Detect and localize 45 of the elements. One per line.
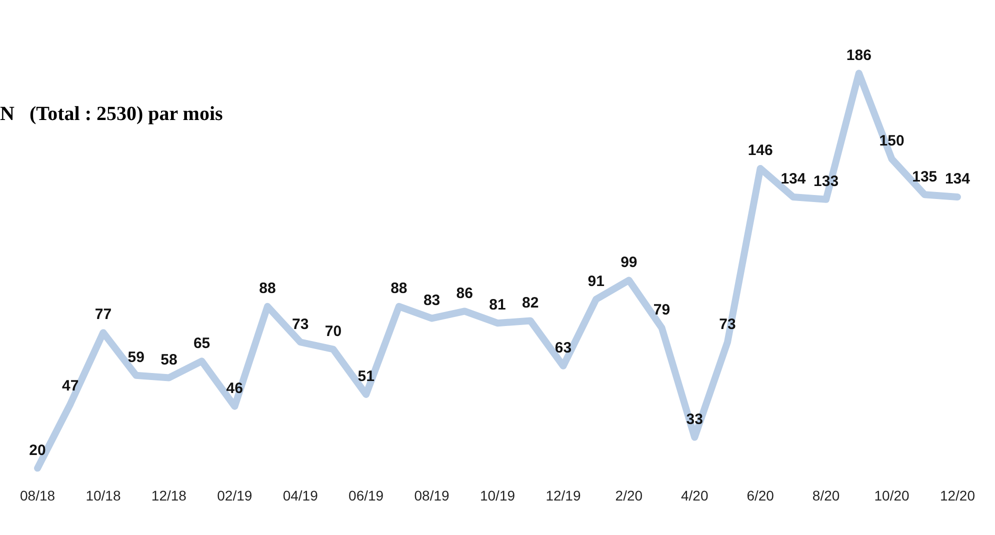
data-label: 83 bbox=[423, 292, 440, 309]
data-label: 86 bbox=[456, 284, 473, 302]
data-label: 79 bbox=[653, 301, 670, 318]
data-label: 133 bbox=[814, 173, 839, 190]
x-tick-label: 8/20 bbox=[812, 487, 840, 504]
data-label: 51 bbox=[358, 368, 374, 386]
data-label: 150 bbox=[879, 132, 904, 150]
data-label: 146 bbox=[748, 142, 773, 160]
data-label: 73 bbox=[719, 316, 736, 333]
data-label: 20 bbox=[29, 442, 46, 459]
data-label: 135 bbox=[912, 168, 938, 186]
x-tick-label: 06/19 bbox=[348, 487, 384, 504]
x-tick-label: 12/19 bbox=[546, 487, 581, 504]
data-label: 88 bbox=[259, 280, 276, 298]
data-label: 77 bbox=[94, 306, 112, 324]
data-label: 91 bbox=[588, 272, 604, 290]
data-label: 63 bbox=[554, 340, 572, 357]
data-label: 70 bbox=[324, 322, 342, 340]
data-label: 134 bbox=[944, 170, 971, 188]
text: N (Total : 2530) par mois bbox=[0, 103, 223, 126]
x-tick-label: 4/20 bbox=[681, 487, 708, 504]
x-tick-label: 02/19 bbox=[217, 487, 252, 504]
data-label: 46 bbox=[226, 380, 243, 397]
data-label: 58 bbox=[160, 351, 178, 368]
data-label: 82 bbox=[522, 294, 539, 312]
data-label: 81 bbox=[489, 296, 506, 314]
x-tick-label: 6/20 bbox=[746, 487, 774, 504]
data-label: 186 bbox=[846, 46, 872, 64]
data-label: 73 bbox=[292, 316, 309, 333]
x-tick-label: 12/20 bbox=[940, 487, 976, 504]
data-label: 47 bbox=[62, 378, 79, 395]
x-tick-label: 10/19 bbox=[480, 487, 516, 504]
data-label: 33 bbox=[686, 410, 703, 428]
data-label: 134 bbox=[780, 170, 806, 188]
x-tick-label: 10/18 bbox=[86, 487, 121, 504]
x-tick-label: 04/19 bbox=[282, 487, 318, 504]
x-tick-label: 08/19 bbox=[414, 487, 450, 504]
x-tick-label: 12/18 bbox=[151, 487, 187, 504]
x-tick-label: 2/20 bbox=[615, 487, 643, 504]
data-label: 88 bbox=[390, 280, 408, 298]
data-label: 59 bbox=[128, 349, 144, 366]
data-label: 65 bbox=[193, 334, 210, 352]
x-tick-label: 10/20 bbox=[874, 487, 910, 504]
x-tick-label: 08/18 bbox=[20, 487, 56, 504]
data-label: 99 bbox=[620, 254, 638, 271]
